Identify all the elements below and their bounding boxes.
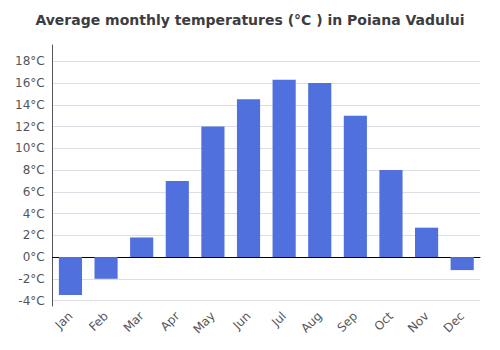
svg-text:2°C: 2°C xyxy=(23,228,45,242)
svg-text:0°C: 0°C xyxy=(23,250,45,264)
svg-text:Oct: Oct xyxy=(371,309,396,334)
svg-text:-2°C: -2°C xyxy=(18,272,44,286)
svg-text:Feb: Feb xyxy=(86,309,111,334)
svg-text:Jul: Jul xyxy=(268,309,289,330)
svg-text:10°C: 10°C xyxy=(15,141,45,155)
svg-text:-4°C: -4°C xyxy=(18,294,44,308)
svg-text:May: May xyxy=(190,309,217,336)
svg-text:18°C: 18°C xyxy=(15,54,45,68)
svg-text:12°C: 12°C xyxy=(15,120,45,134)
svg-text:Dec: Dec xyxy=(441,309,467,335)
svg-text:Jan: Jan xyxy=(52,309,76,333)
svg-text:Mar: Mar xyxy=(121,309,147,335)
svg-text:Sep: Sep xyxy=(334,309,360,335)
svg-text:4°C: 4°C xyxy=(23,207,45,221)
svg-text:Average monthly temperatures (: Average monthly temperatures (°C ) in Po… xyxy=(35,12,464,28)
svg-text:6°C: 6°C xyxy=(23,185,45,199)
svg-text:Aug: Aug xyxy=(298,309,324,335)
svg-text:14°C: 14°C xyxy=(15,98,45,112)
svg-text:8°C: 8°C xyxy=(23,163,45,177)
svg-text:Nov: Nov xyxy=(405,309,431,335)
svg-text:Apr: Apr xyxy=(158,309,183,334)
svg-text:Jun: Jun xyxy=(230,309,254,333)
svg-text:16°C: 16°C xyxy=(15,76,45,90)
